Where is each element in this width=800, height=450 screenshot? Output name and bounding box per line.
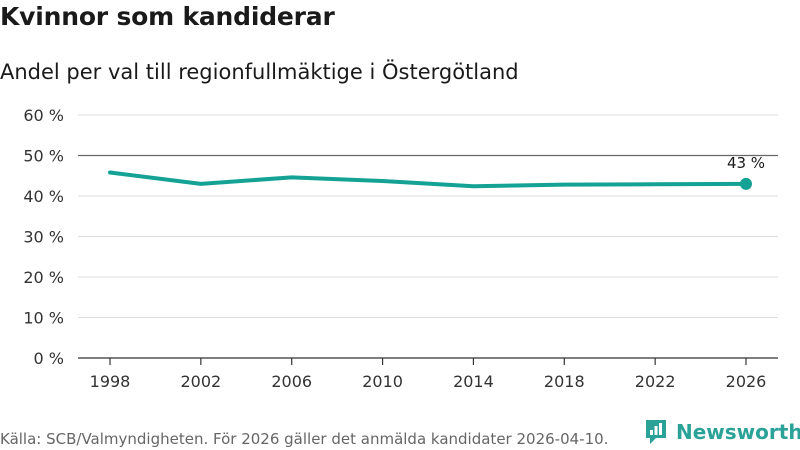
- end-point-marker: [740, 177, 752, 190]
- y-tick-label: 30 %: [23, 228, 64, 247]
- chart-title: Kvinnor som kandiderar: [0, 2, 335, 31]
- axes: [109, 358, 747, 365]
- x-tick-label: 2026: [726, 372, 767, 391]
- x-tick-label: 2010: [362, 372, 403, 391]
- chart-subtitle: Andel per val till regionfullmäktige i Ö…: [0, 60, 519, 84]
- x-tick-label: 2018: [544, 372, 585, 391]
- series-line: [108, 170, 748, 189]
- y-tick-label: 50 %: [23, 147, 64, 166]
- y-tick-label: 60 %: [23, 106, 64, 125]
- y-tick-label: 40 %: [23, 187, 64, 206]
- x-tick-label: 2014: [453, 372, 494, 391]
- end-value-label: 43 %: [727, 154, 765, 172]
- x-tick-label: 2006: [271, 372, 312, 391]
- labels: 0 % 10 % 20 % 30 % 40 % 50 % 60 % 1998 2002 2006 2…: [23, 106, 766, 391]
- x-tick-label: 1998: [90, 372, 131, 391]
- newsworthy-logo: Newsworthy: [644, 418, 800, 446]
- y-tick-label: 20 %: [23, 268, 64, 287]
- grid-lines: [78, 114, 778, 359]
- newsworthy-logo-icon: [646, 420, 666, 444]
- source-note: Källa: SCB/Valmyndigheten. För 2026 gäll…: [0, 430, 609, 448]
- series: [108, 170, 752, 190]
- x-tick-label: 2002: [180, 372, 221, 391]
- y-tick-label: 0 %: [34, 349, 64, 368]
- newsworthy-logo-text: Newsworthy: [676, 420, 800, 444]
- y-tick-label: 10 %: [23, 309, 64, 328]
- x-tick-label: 2022: [635, 372, 676, 391]
